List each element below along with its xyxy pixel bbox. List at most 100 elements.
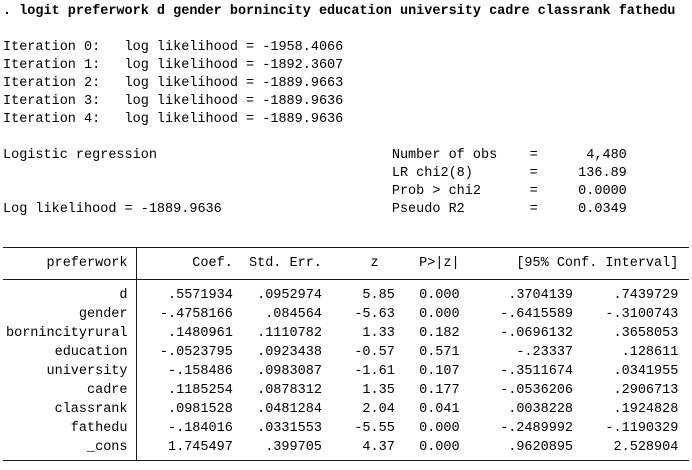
z-header: z bbox=[370, 256, 379, 271]
stat-value: 0.0349 bbox=[578, 202, 627, 217]
ci-lower: -.3511674 bbox=[500, 364, 574, 379]
stata-results-output: . logit preferwork d gender bornincity e… bbox=[3, 4, 689, 461]
command-line: . logit preferwork d gender bornincity e… bbox=[3, 4, 676, 19]
stat-label: Pseudo R2 bbox=[391, 202, 465, 217]
stderr-value: .0952974 bbox=[257, 288, 322, 303]
stderr-value: .1110782 bbox=[257, 326, 322, 341]
stderr-value: .0878312 bbox=[257, 383, 322, 398]
coef-value: 1.745497 bbox=[168, 440, 233, 455]
equals-sign: = bbox=[529, 184, 538, 199]
ci-upper: .3658053 bbox=[613, 326, 679, 341]
table-row: fathedu -.184016 .0331553 -5.55 0.000 -.24899… bbox=[6, 419, 689, 438]
z-value: 5.85 bbox=[362, 288, 395, 303]
log-likelihood-value: -1889.9636 bbox=[262, 94, 344, 109]
coef-value: .1480961 bbox=[168, 326, 233, 341]
ci-lower: -.0696132 bbox=[500, 326, 574, 341]
table-row: cadre .1185254 .0878312 1.35 0.177 -.0536206.… bbox=[6, 381, 689, 400]
log-likelihood-line: Log likelihood = -1889.9636 bbox=[3, 201, 392, 219]
table-header-row: preferwork Coef. Std. Err. z P>|z| [95% Conf.… bbox=[3, 248, 689, 280]
coef-value: -.0523795 bbox=[159, 345, 233, 360]
log-likelihood-value: -1892.3607 bbox=[262, 58, 344, 73]
stat-label: Prob > chi2 bbox=[391, 184, 481, 199]
log-likelihood-value: -1889.9636 bbox=[262, 112, 344, 127]
ci-lower: .0038228 bbox=[508, 402, 574, 417]
ci-upper: .128611 bbox=[621, 345, 679, 360]
table-row: d .5571934 .0952974 5.85 0.000 .3704139 .74397… bbox=[6, 286, 689, 305]
stderr-header: Std. Err. bbox=[249, 256, 322, 271]
variable-name: cadre bbox=[87, 383, 128, 398]
coef-value: .0981528 bbox=[168, 402, 233, 417]
ci-upper: .7439729 bbox=[613, 288, 679, 303]
ci-lower: -.0536206 bbox=[500, 383, 574, 398]
variable-name: d bbox=[119, 288, 128, 303]
pvalue: 0.571 bbox=[419, 345, 460, 360]
table-row: university -.158486 .0983087 -1.61 0.107 -.35… bbox=[6, 362, 689, 381]
ci-upper: .1924828 bbox=[613, 402, 679, 417]
stderr-value: .399705 bbox=[265, 440, 322, 455]
log-likelihood-prefix: log likelihood = bbox=[124, 58, 263, 73]
stat-value: 136.89 bbox=[578, 166, 627, 181]
iteration-line: Iteration 2: log likelihood = -1889.9663 bbox=[3, 75, 689, 93]
pvalue: 0.000 bbox=[419, 307, 460, 322]
stat-value: 4,480 bbox=[586, 148, 627, 163]
stat-label: Number of obs bbox=[391, 148, 498, 163]
table-row: gender -.4758166 .084564 -5.63 0.000 -.641558… bbox=[6, 305, 689, 324]
ci-lower: -.23337 bbox=[516, 345, 574, 360]
iteration-line: Iteration 0: log likelihood = -1958.4066 bbox=[3, 39, 689, 57]
pvalue: 0.000 bbox=[419, 288, 460, 303]
pvalue: 0.000 bbox=[419, 440, 460, 455]
ci-lower: .3704139 bbox=[508, 288, 574, 303]
summary-row: Logistic regression Number of obs = 4,480 bbox=[3, 147, 689, 165]
stderr-value: .0331553 bbox=[257, 421, 322, 436]
summary-row: Log likelihood = -1889.9636 Pseudo R2 = 0.0… bbox=[3, 201, 689, 219]
log-likelihood-prefix: log likelihood = bbox=[124, 76, 263, 91]
z-value: -5.55 bbox=[354, 421, 395, 436]
coef-value: -.158486 bbox=[168, 364, 233, 379]
stderr-value: .0983087 bbox=[257, 364, 322, 379]
table-top-spacer bbox=[3, 237, 689, 247]
variable-name: university bbox=[46, 364, 128, 379]
pvalue-header: P>|z| bbox=[419, 256, 460, 271]
log-likelihood-label: Log likelihood = bbox=[3, 202, 141, 217]
blank-line bbox=[3, 21, 689, 39]
table-vertical-divider bbox=[136, 248, 137, 460]
ci-upper: -.1190329 bbox=[605, 421, 679, 436]
depvar-header: preferwork bbox=[46, 256, 128, 271]
z-value: 4.37 bbox=[362, 440, 395, 455]
ci-lower: .9620895 bbox=[508, 440, 574, 455]
ci-upper: 2.528904 bbox=[613, 440, 679, 455]
coefficient-table: preferwork Coef. Std. Err. z P>|z| [95% Conf.… bbox=[3, 247, 689, 461]
variable-name: classrank bbox=[54, 402, 128, 417]
log-likelihood-value: -1958.4066 bbox=[262, 40, 344, 55]
pvalue: 0.182 bbox=[419, 326, 460, 341]
variable-name: education bbox=[54, 345, 128, 360]
table-body: d .5571934 .0952974 5.85 0.000 .3704139 .74397… bbox=[3, 280, 689, 460]
coef-value: .1185254 bbox=[168, 383, 233, 398]
variable-name: bornincityrural bbox=[6, 326, 128, 341]
table-row: education -.0523795 .0923438 -0.57 0.571 -.23… bbox=[6, 343, 689, 362]
conf-interval-header: [95% Conf. Interval] bbox=[516, 256, 679, 271]
coef-header: Coef. bbox=[192, 256, 233, 271]
iteration-label: Iteration 4: bbox=[3, 112, 101, 127]
z-value: -0.57 bbox=[354, 345, 395, 360]
equals-sign: = bbox=[529, 166, 538, 181]
iteration-label: Iteration 0: bbox=[3, 40, 101, 55]
model-title: Logistic regression bbox=[3, 148, 157, 163]
z-value: -5.63 bbox=[354, 307, 395, 322]
blank-line bbox=[3, 219, 689, 237]
iteration-line: Iteration 1: log likelihood = -1892.3607 bbox=[3, 57, 689, 75]
ci-upper: .0341955 bbox=[613, 364, 679, 379]
log-likelihood-prefix: log likelihood = bbox=[124, 94, 263, 109]
ci-lower: -.6415589 bbox=[500, 307, 574, 322]
stderr-value: .0481284 bbox=[257, 402, 322, 417]
z-value: 2.04 bbox=[362, 402, 395, 417]
pvalue: 0.041 bbox=[419, 402, 460, 417]
z-value: 1.35 bbox=[362, 383, 395, 398]
table-row: classrank .0981528 .0481284 2.04 0.041 .00382… bbox=[6, 400, 689, 419]
iteration-label: Iteration 1: bbox=[3, 58, 101, 73]
pvalue: 0.107 bbox=[419, 364, 460, 379]
ci-lower: -.2489992 bbox=[500, 421, 574, 436]
equals-sign: = bbox=[529, 202, 538, 217]
variable-name: _cons bbox=[87, 440, 128, 455]
log-likelihood-prefix: log likelihood = bbox=[124, 112, 263, 127]
